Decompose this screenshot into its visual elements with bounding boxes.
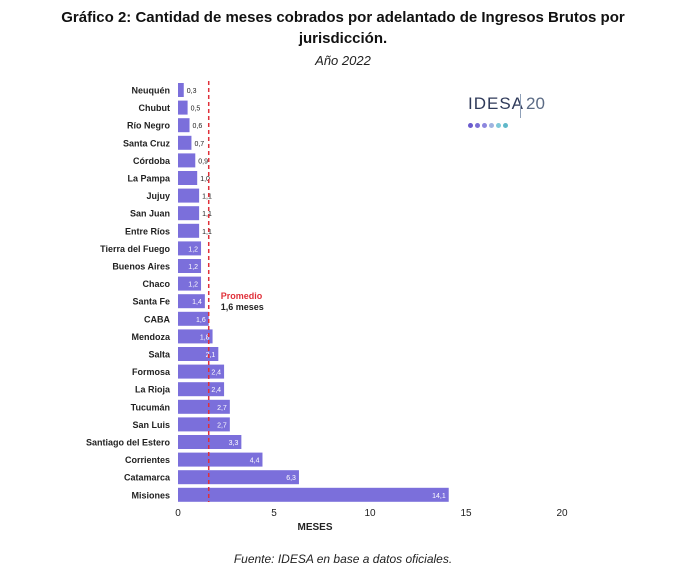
value-label: 3,3 (229, 440, 239, 447)
value-label: 0,7 (194, 141, 204, 148)
logo-dot (503, 123, 508, 128)
logo-dot (482, 123, 487, 128)
logo-dot (475, 123, 480, 128)
value-label: 0,6 (193, 123, 203, 130)
bar (178, 294, 205, 309)
category-label: San Luis (132, 420, 170, 430)
value-label: 4,4 (250, 458, 260, 465)
category-label: Mendoza (131, 332, 170, 342)
value-label: 0,3 (187, 88, 197, 95)
category-label: Entre Ríos (125, 226, 170, 236)
category-label: Salta (148, 350, 171, 360)
category-label: Santiago del Estero (86, 438, 171, 448)
category-label: La Rioja (135, 385, 171, 395)
bar (178, 100, 188, 115)
value-label: 2,4 (211, 370, 221, 377)
bar (178, 382, 225, 397)
bar (178, 452, 263, 467)
x-tick-label: 15 (460, 508, 472, 519)
category-label: Tucumán (131, 402, 170, 412)
value-label: 1,1 (202, 194, 212, 201)
average-value-label: 1,6 meses (221, 302, 264, 312)
average-label: Promedio (221, 291, 263, 301)
logo-dot (489, 123, 494, 128)
bar (178, 276, 202, 291)
bar (178, 223, 200, 238)
value-label: 1,2 (188, 282, 198, 289)
category-label: Córdoba (133, 156, 171, 166)
value-label: 2,7 (217, 422, 227, 429)
x-axis-label: MESES (297, 522, 332, 533)
bar (178, 188, 200, 203)
category-label: Tierra del Fuego (100, 244, 170, 254)
bar (178, 487, 449, 502)
bar (178, 206, 200, 221)
value-label: 0,9 (198, 158, 208, 165)
category-label: CABA (144, 314, 170, 324)
bar (178, 118, 190, 133)
chart-title-line1: Gráfico 2: Cantidad de meses cobrados po… (61, 9, 625, 26)
value-label: 1,2 (188, 264, 198, 271)
value-label: 0,5 (191, 106, 201, 113)
logo-number: 20 (526, 94, 545, 113)
logo-text: IDESA (468, 94, 525, 113)
bar (178, 171, 198, 185)
value-label: 1,2 (188, 246, 198, 253)
bar (178, 399, 230, 414)
bar (178, 311, 209, 326)
category-label: San Juan (130, 209, 170, 219)
bar (178, 241, 202, 256)
x-tick-label: 20 (556, 508, 568, 519)
value-label: 1,0 (200, 176, 210, 183)
category-label: Santa Fe (132, 297, 170, 307)
category-label: Formosa (132, 367, 171, 377)
x-tick-label: 10 (364, 508, 376, 519)
chart-subtitle: Año 2022 (315, 53, 371, 68)
value-label: 14,1 (432, 493, 446, 500)
value-label: 1,1 (202, 211, 212, 218)
value-label: 1,1 (202, 229, 212, 236)
logo-dots (468, 115, 510, 128)
value-label: 1,4 (192, 299, 202, 306)
bar (178, 329, 213, 344)
bar (178, 153, 196, 168)
bar (178, 470, 299, 485)
bar (178, 259, 202, 273)
category-label: Corrientes (125, 455, 170, 465)
bar (178, 417, 230, 432)
category-label: Neuquén (131, 86, 170, 96)
category-label: Río Negro (127, 121, 171, 131)
bar (178, 83, 184, 97)
x-tick-label: 0 (175, 508, 181, 519)
idesa-logo: IDESA 20 (468, 94, 558, 128)
logo-dot (468, 123, 473, 128)
category-label: Buenos Aires (112, 262, 170, 272)
category-label: La Pampa (127, 174, 171, 184)
category-label: Chaco (142, 279, 170, 289)
logo-dot (496, 123, 501, 128)
x-tick-label: 5 (271, 508, 277, 519)
logo-divider (520, 94, 521, 118)
bar (178, 364, 225, 379)
category-label: Catamarca (124, 473, 171, 483)
category-label: Santa Cruz (123, 138, 171, 148)
source-note: Fuente: IDESA en base a datos oficiales. (233, 552, 453, 566)
category-label: Chubut (139, 103, 171, 113)
value-label: 1,8 (200, 334, 210, 341)
category-label: Misiones (131, 490, 170, 500)
bar (178, 135, 192, 150)
category-label: Jujuy (146, 191, 170, 201)
value-label: 2,4 (211, 387, 221, 394)
value-label: 2,7 (217, 405, 227, 412)
value-label: 1,6 (196, 317, 206, 324)
chart-title-line2: jurisdicción. (298, 30, 388, 47)
value-label: 2,1 (206, 352, 216, 359)
value-label: 6,3 (286, 475, 296, 482)
bar (178, 435, 242, 449)
